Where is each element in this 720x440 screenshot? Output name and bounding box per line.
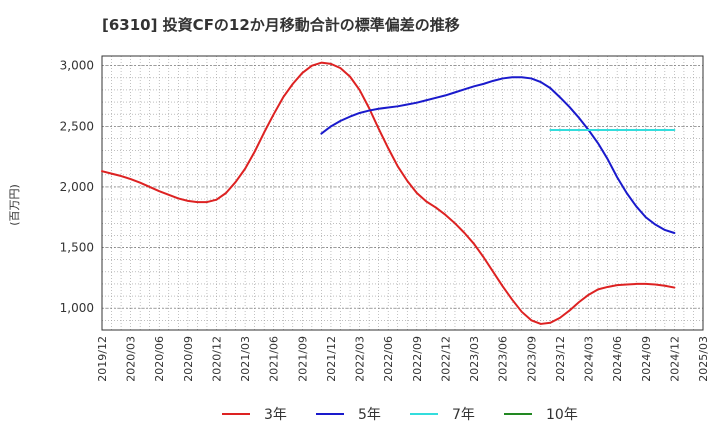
x-tick-label: 2024/06 <box>611 336 624 382</box>
x-tick-label: 2021/09 <box>296 336 309 382</box>
legend-entry: 3年 <box>264 407 287 423</box>
x-tick-label: 2024/12 <box>668 336 681 382</box>
chart-title: [6310] 投資CFの12か月移動合計の標準偏差の推移 <box>102 16 460 34</box>
x-tick-label: 2020/06 <box>153 336 166 382</box>
legend-entry: 7年 <box>452 407 475 423</box>
x-tick-label: 2021/03 <box>239 336 252 382</box>
x-tick-label: 2019/12 <box>96 336 109 382</box>
x-tick-label: 2022/03 <box>354 336 367 382</box>
plot-area: 1,000 1,500 2,000 2,500 3,000 2019/12 2020/03 2… <box>60 55 710 382</box>
x-tick-label: 2020/12 <box>210 336 223 382</box>
x-tick-label: 2020/03 <box>125 336 138 382</box>
x-tick-label: 2023/06 <box>497 336 510 382</box>
legend: 3年 5年 7年 10年 <box>222 407 578 423</box>
y-tick-label: 2,000 <box>60 180 94 194</box>
y-tick-label: 2,500 <box>60 119 94 133</box>
series-line-5年 <box>320 76 676 235</box>
y-tick-label: 1,500 <box>60 241 94 255</box>
y-tick-label: 3,000 <box>60 59 94 73</box>
x-tick-label: 2024/03 <box>583 336 596 382</box>
legend-entry: 10年 <box>546 407 578 423</box>
x-tick-label: 2025/03 <box>697 336 710 382</box>
x-tick-label: 2023/03 <box>468 336 481 382</box>
y-axis-label: (百万円) <box>8 184 21 226</box>
x-tick-label: 2022/09 <box>411 336 424 382</box>
x-tick-label: 2020/09 <box>182 336 195 382</box>
x-tick-label: 2021/12 <box>325 336 338 382</box>
x-tick-label: 2024/09 <box>640 336 653 382</box>
x-tick-label: 2023/09 <box>525 336 538 382</box>
plot-background <box>102 56 703 330</box>
y-tick-label: 1,000 <box>60 301 94 315</box>
x-tick-label: 2022/06 <box>382 336 395 382</box>
x-tick-label: 2023/12 <box>554 336 567 382</box>
x-tick-label: 2022/12 <box>439 336 452 382</box>
plot-frame <box>101 55 704 331</box>
series-line-3年 <box>101 61 676 325</box>
legend-entry: 5年 <box>358 407 381 423</box>
x-tick-label: 2021/06 <box>268 336 281 382</box>
